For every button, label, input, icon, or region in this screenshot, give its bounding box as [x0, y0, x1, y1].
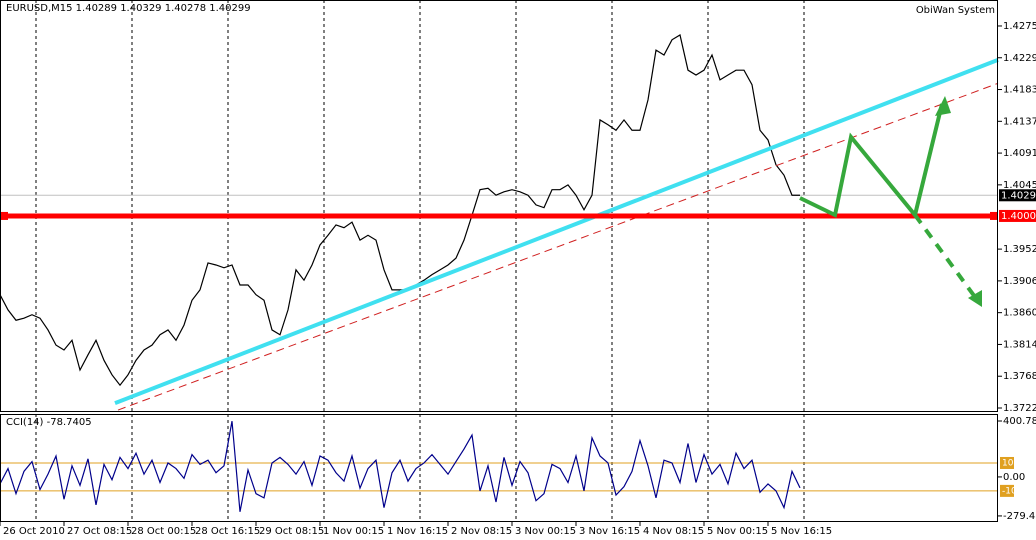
line-handle — [0, 211, 8, 220]
projection-path — [799, 103, 944, 220]
level-label-box — [1000, 456, 1014, 469]
y-tick-label: 1.37680 — [1003, 371, 1036, 382]
y-tick-label: 1.40450 — [1003, 180, 1036, 191]
x-tick-label: 5 Nov 00:15 — [707, 526, 768, 537]
indicator-title: CCI(14) -78.7405 — [6, 417, 92, 428]
y-tick-label: 1.41830 — [1003, 85, 1036, 96]
day-separators — [35, 0, 805, 522]
cci-frame — [0, 414, 998, 522]
y-tick-label: 1.37220 — [1003, 403, 1036, 414]
arrow-head — [968, 290, 982, 307]
y-tick-label: 1.38600 — [1003, 308, 1036, 319]
x-tick-label: 2 Nov 08:15 — [451, 526, 512, 537]
x-tick-label: 1 Nov 16:15 — [387, 526, 448, 537]
projection-arrows — [799, 96, 982, 307]
level-label: -100 — [1002, 486, 1023, 496]
x-tick-label: 26 Oct 2010 — [3, 526, 65, 537]
hline-label-box — [999, 209, 1036, 222]
line-handle — [990, 211, 998, 220]
y-tick-label: 1.42750 — [1003, 21, 1036, 32]
y-tick-label: 1.41370 — [1003, 116, 1036, 127]
x-tick-label: 28 Oct 16:15 — [195, 526, 260, 537]
expert-label: ObiWan System — [916, 5, 995, 16]
x-tick-label: 1 Nov 00:15 — [323, 526, 384, 537]
x-tick-label: 4 Nov 08:15 — [643, 526, 704, 537]
x-tick-label: 3 Nov 16:15 — [579, 526, 640, 537]
x-tick-label: 27 Oct 08:15 — [67, 526, 132, 537]
level-label-box — [1000, 484, 1014, 497]
x-tick-label: 28 Oct 00:15 — [131, 526, 196, 537]
y-tick-label: 0.00 — [1003, 472, 1025, 483]
y-tick-label: 1.39060 — [1003, 276, 1036, 287]
x-tick-label: 29 Oct 08:15 — [259, 526, 324, 537]
y-tick-label: 1.38140 — [1003, 339, 1036, 350]
y-tick-label: 1.40910 — [1003, 148, 1036, 159]
price-line — [0, 34, 800, 387]
price-frame — [0, 0, 998, 412]
x-tick-label: 3 Nov 00:15 — [515, 526, 576, 537]
x-tick-label: 5 Nov 16:15 — [771, 526, 832, 537]
y-tick-label: 1.39520 — [1003, 244, 1036, 255]
y-tick-label: -279.485 — [1003, 511, 1036, 522]
chart-title: EURUSD,M15 1.40289 1.40329 1.40278 1.402… — [6, 3, 251, 14]
arrow-head — [935, 96, 951, 116]
trend-line — [114, 57, 999, 406]
level-label: 100 — [1002, 458, 1019, 468]
indicator-line — [0, 421, 801, 512]
hline-label: 1.40000 — [1001, 211, 1036, 222]
last-price-label: 1.40299 — [1001, 190, 1036, 201]
y-tick-label: 400.781 — [1003, 416, 1036, 427]
y-tick-label: 1.42290 — [1003, 53, 1036, 64]
last-price-box — [999, 189, 1036, 202]
